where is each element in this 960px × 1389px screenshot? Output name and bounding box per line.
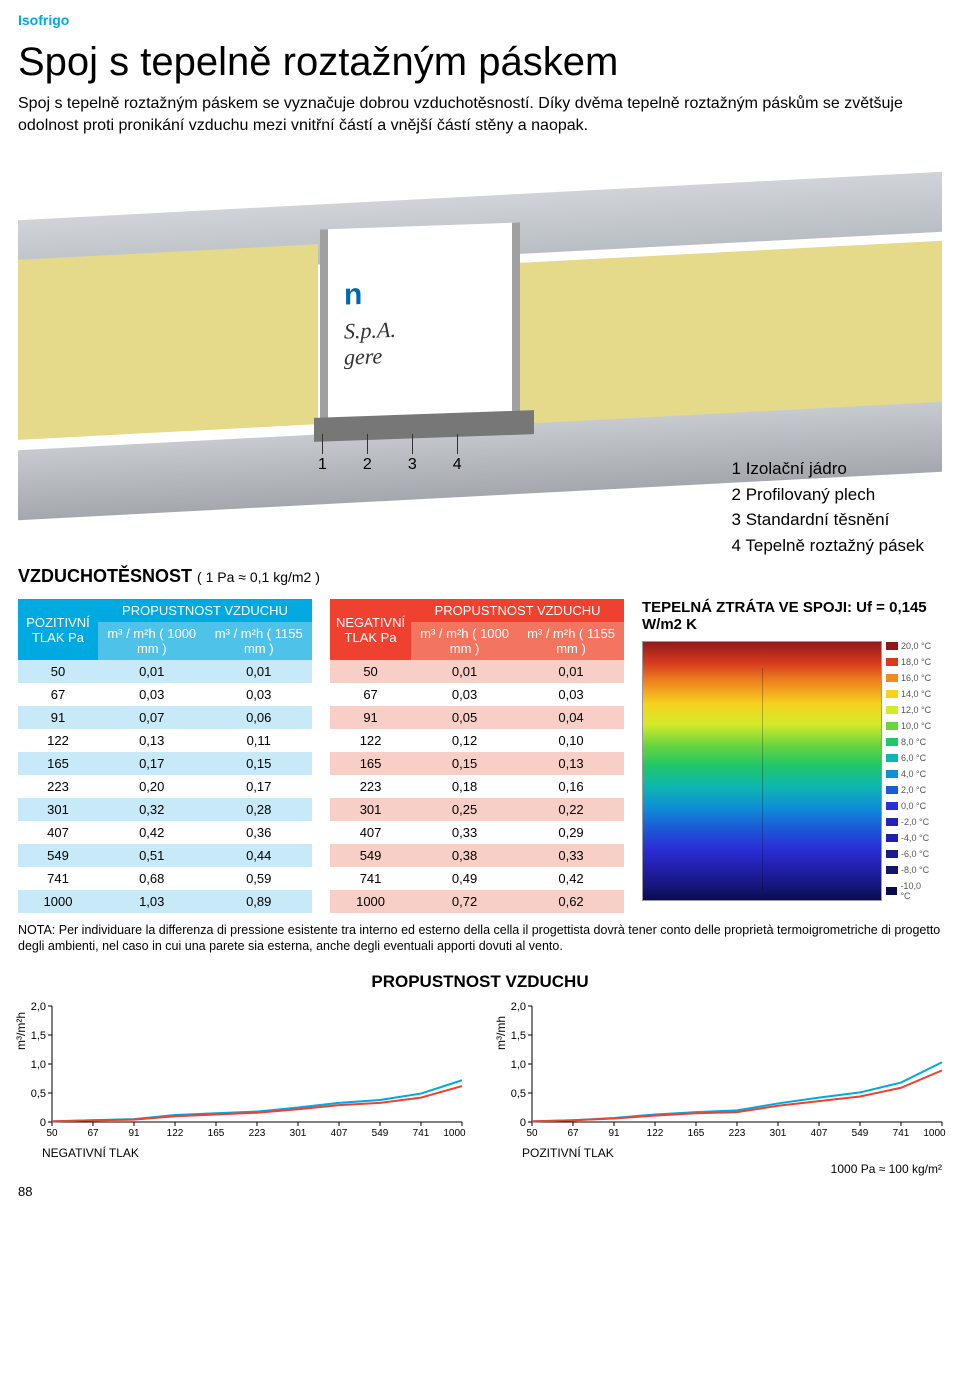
positive-chart: m³/mh 2,01,51,00,50506791122165223301407… — [498, 1000, 948, 1140]
joint-sub2: gere — [344, 340, 496, 371]
svg-text:1,5: 1,5 — [31, 1030, 46, 1042]
svg-text:91: 91 — [608, 1128, 620, 1139]
negative-chart: m³/m²h 2,01,51,00,5050679112216522330140… — [18, 1000, 468, 1140]
svg-text:741: 741 — [413, 1128, 430, 1139]
svg-text:165: 165 — [208, 1128, 225, 1139]
table-row: 910,050,04 — [330, 706, 624, 729]
svg-text:741: 741 — [893, 1128, 910, 1139]
svg-text:50: 50 — [526, 1128, 538, 1139]
svg-text:549: 549 — [852, 1128, 869, 1139]
table-row: 910,070,06 — [18, 706, 312, 729]
svg-text:1,5: 1,5 — [511, 1030, 526, 1042]
air-section-title: VZDUCHOTĚSNOST ( 1 Pa ≈ 0,1 kg/m2 ) — [18, 566, 942, 587]
svg-text:1,0: 1,0 — [511, 1059, 526, 1071]
joint-logo-text: n — [344, 278, 362, 312]
svg-text:50: 50 — [46, 1128, 58, 1139]
svg-text:67: 67 — [567, 1128, 579, 1139]
table-row: 670,030,03 — [18, 683, 312, 706]
unit-note: 1000 Pa ≈ 100 kg/m² — [18, 1162, 942, 1176]
table-row: 1220,120,10 — [330, 729, 624, 752]
table-row: 7410,680,59 — [18, 867, 312, 890]
svg-text:0,5: 0,5 — [511, 1088, 526, 1100]
intro-text: Spoj s tepelně roztažným páskem se vyzna… — [18, 93, 938, 136]
diagram-legend: 1 Izolační jádro 2 Profilovaný plech 3 S… — [732, 456, 924, 558]
svg-text:122: 122 — [167, 1128, 184, 1139]
svg-text:1000 Pa: 1000 Pa — [923, 1128, 948, 1139]
svg-text:223: 223 — [729, 1128, 746, 1139]
page-number: 88 — [18, 1184, 942, 1199]
table-row: 5490,380,33 — [330, 844, 624, 867]
table-row: 3010,250,22 — [330, 798, 624, 821]
table-row: 2230,180,16 — [330, 775, 624, 798]
table-row: 1650,150,13 — [330, 752, 624, 775]
thermal-scale: 20,0 °C18,0 °C16,0 °C14,0 °C12,0 °C10,0 … — [886, 641, 932, 901]
svg-text:549: 549 — [372, 1128, 389, 1139]
hero-diagram: n S.p.A. gere 1 2 3 4 1 Izolační jádro 2… — [18, 156, 942, 536]
note-text: NOTA: Per individuare la differenza di p… — [18, 923, 942, 954]
negative-pressure-table: NEGATIVNÍ TLAK Pa PROPUSTNOST VZDUCHU m³… — [330, 599, 624, 913]
table-row: 4070,330,29 — [330, 821, 624, 844]
svg-text:67: 67 — [87, 1128, 99, 1139]
table-row: 5490,510,44 — [18, 844, 312, 867]
page-title: Spoj s tepelně roztažným páskem — [18, 40, 942, 85]
svg-text:1000 Pa: 1000 Pa — [443, 1128, 468, 1139]
table-row: 2230,200,17 — [18, 775, 312, 798]
svg-text:165: 165 — [688, 1128, 705, 1139]
svg-text:407: 407 — [331, 1128, 348, 1139]
svg-text:0: 0 — [40, 1117, 46, 1129]
thermal-image — [642, 641, 882, 901]
svg-text:301: 301 — [290, 1128, 307, 1139]
svg-text:407: 407 — [811, 1128, 828, 1139]
svg-text:2,0: 2,0 — [511, 1001, 526, 1013]
table-row: 1650,170,15 — [18, 752, 312, 775]
table-row: 1220,130,11 — [18, 729, 312, 752]
svg-text:0,5: 0,5 — [31, 1088, 46, 1100]
thermal-loss-block: TEPELNÁ ZTRÁTA VE SPOJI: Uf = 0,145 W/m2… — [642, 599, 942, 901]
table-row: 10001,030,89 — [18, 890, 312, 913]
chart-title: PROPUSTNOST VZDUCHU — [18, 972, 942, 992]
table-row: 4070,420,36 — [18, 821, 312, 844]
callout-numbers: 1 2 3 4 — [318, 456, 462, 474]
svg-text:301: 301 — [770, 1128, 787, 1139]
svg-text:91: 91 — [128, 1128, 140, 1139]
table-row: 3010,320,28 — [18, 798, 312, 821]
svg-text:1,0: 1,0 — [31, 1059, 46, 1071]
positive-pressure-table: POZITIVNÍ TLAK Pa PROPUSTNOST VZDUCHU m³… — [18, 599, 312, 913]
svg-text:122: 122 — [647, 1128, 664, 1139]
table-row: 10000,720,62 — [330, 890, 624, 913]
table-row: 500,010,01 — [18, 660, 312, 683]
table-row: 670,030,03 — [330, 683, 624, 706]
table-row: 7410,490,42 — [330, 867, 624, 890]
brand: Isofrigo — [18, 12, 942, 28]
table-row: 500,010,01 — [330, 660, 624, 683]
svg-text:0: 0 — [520, 1117, 526, 1129]
svg-text:223: 223 — [249, 1128, 266, 1139]
svg-text:2,0: 2,0 — [31, 1001, 46, 1013]
